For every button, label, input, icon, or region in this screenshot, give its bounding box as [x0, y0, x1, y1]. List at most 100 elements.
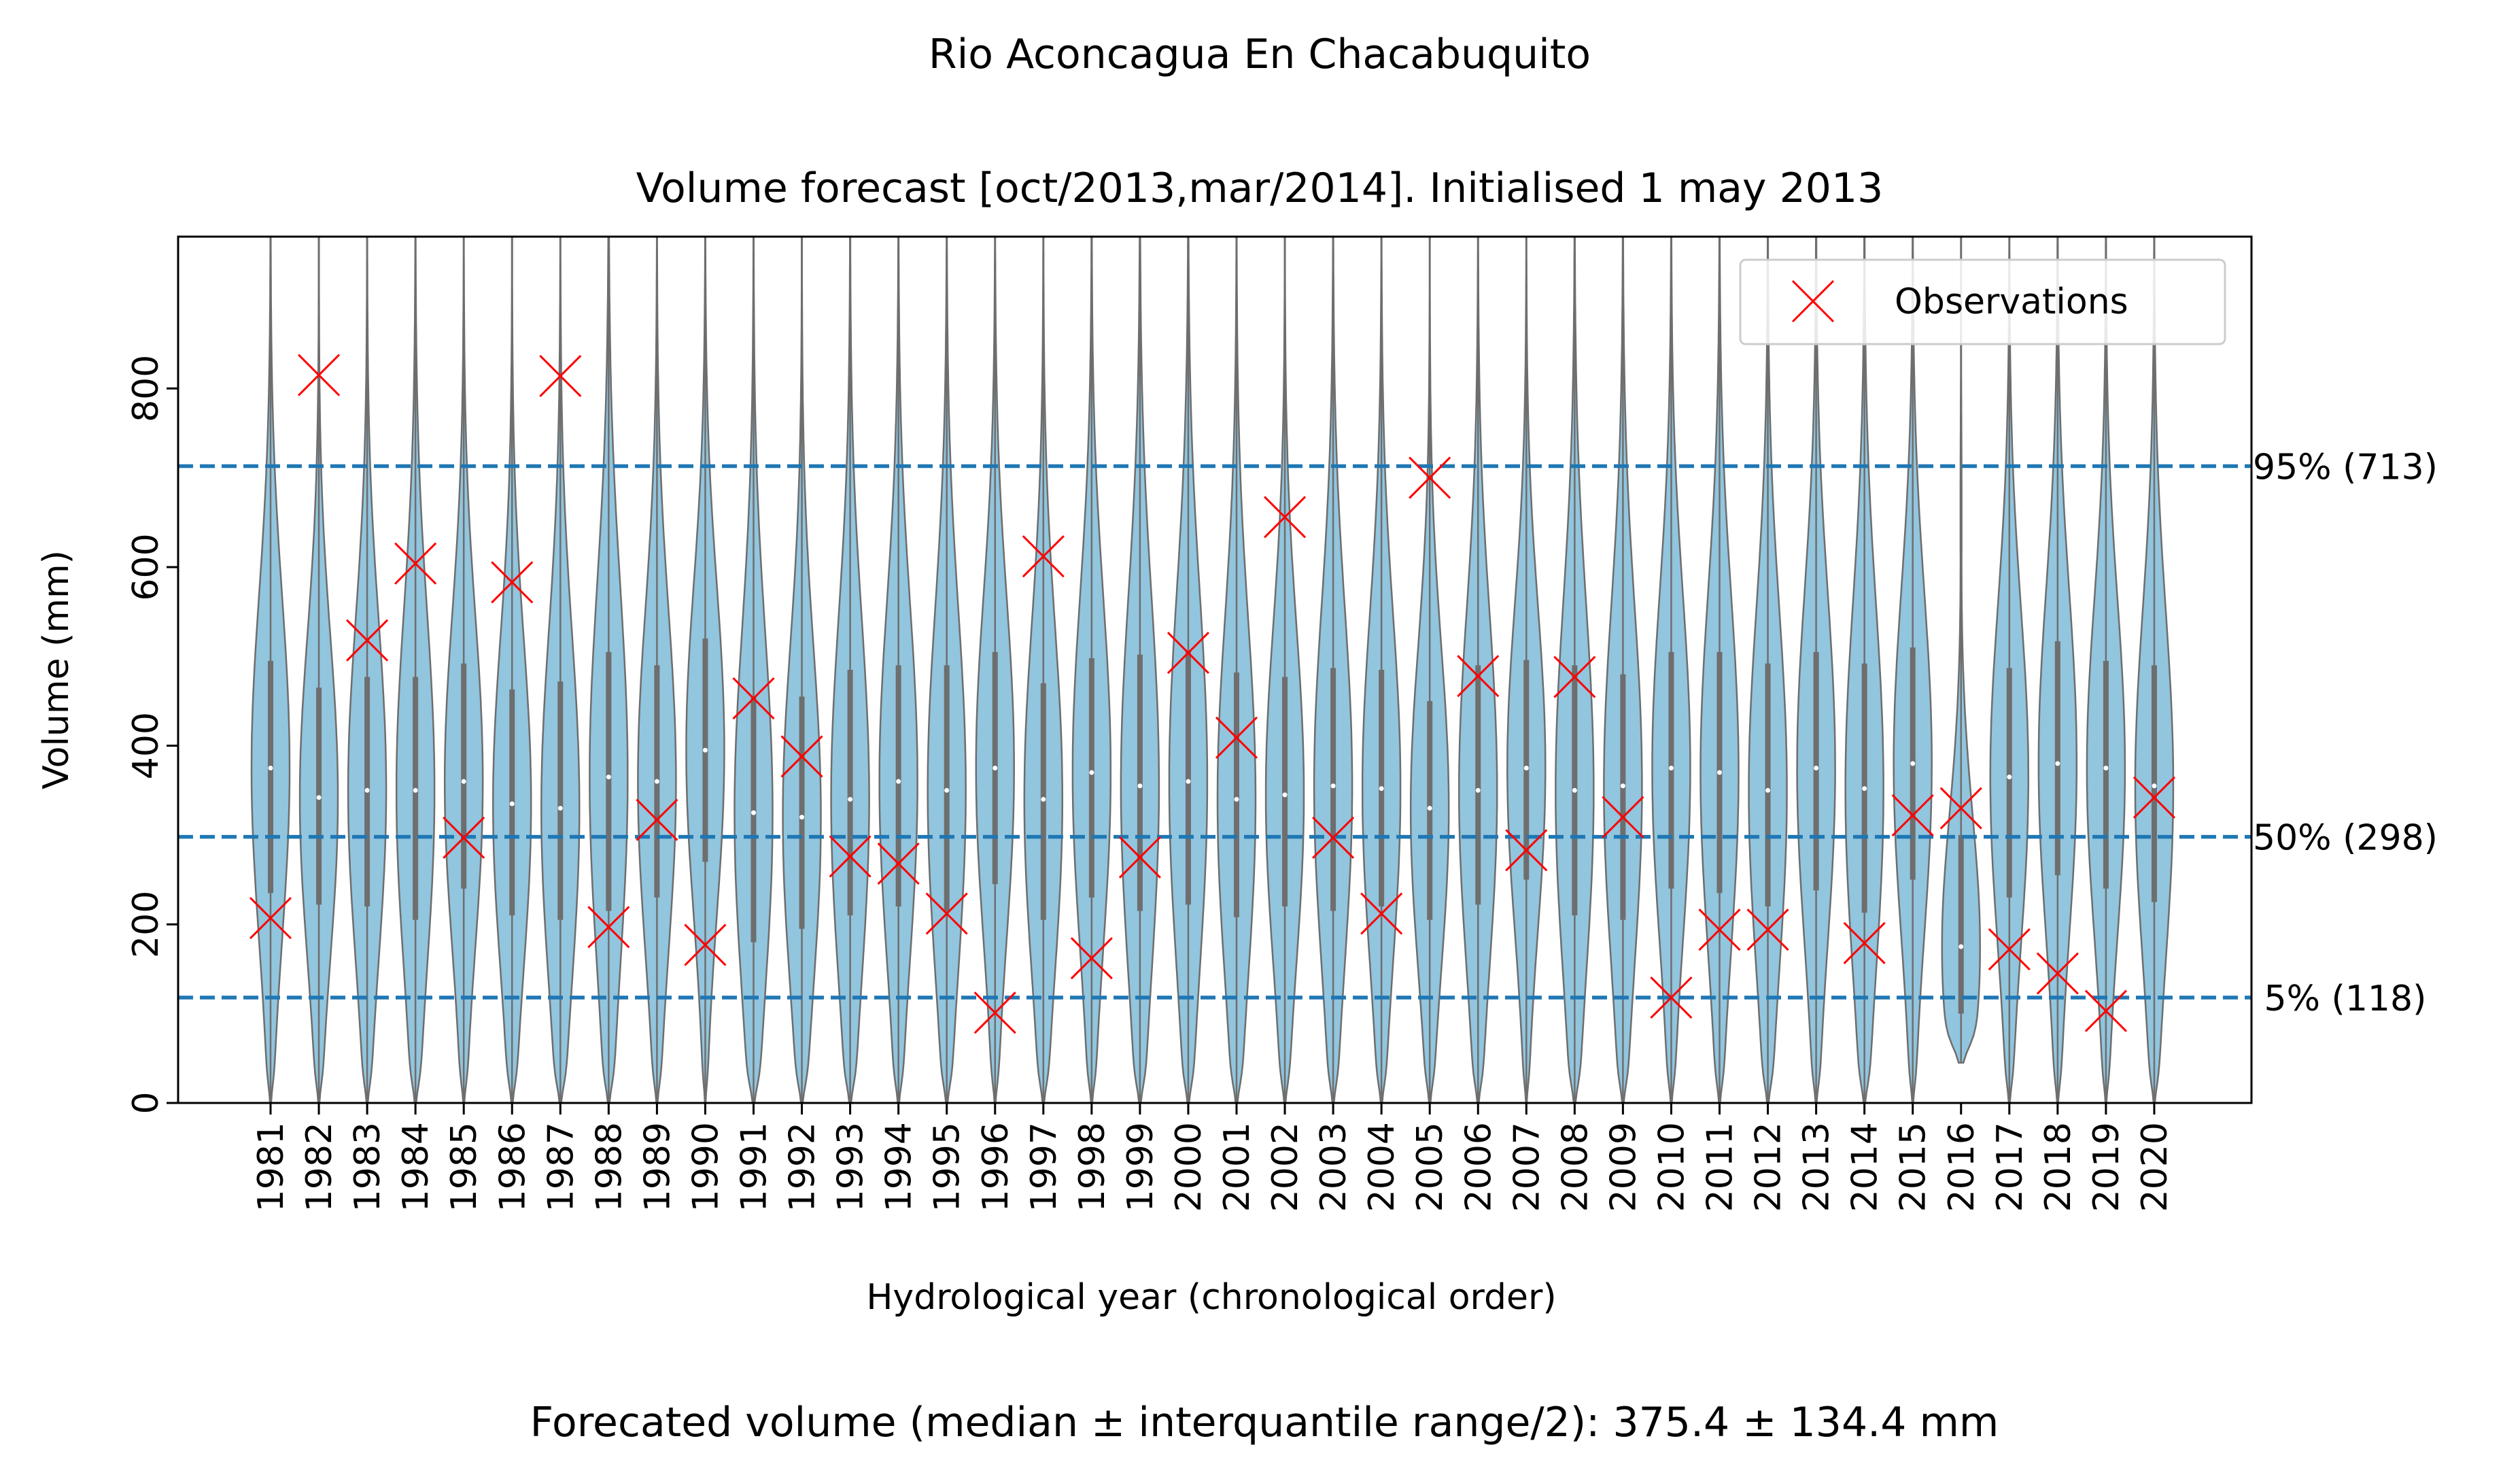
observation-marker-1988: [587, 906, 630, 949]
reference-labels: 95% (713) 50% (298) 5% (118): [2253, 447, 2438, 1019]
observation-marker-2019: [2084, 989, 2127, 1032]
violin-median-2013: [1814, 765, 1819, 770]
observation-stroke-b: [1409, 456, 1451, 499]
observation-marker-1982: [297, 354, 341, 396]
reference-lines-layer: [178, 464, 2251, 1000]
reference-label-1: 50% (298): [2253, 818, 2438, 859]
observation-marker-2014: [1843, 921, 1886, 964]
observation-marker-1998: [1070, 937, 1113, 980]
observation-stroke-b: [1988, 928, 2031, 971]
violin-median-2019: [2103, 765, 2109, 770]
observation-stroke-b: [925, 892, 968, 935]
observation-marker-2008: [1553, 656, 1596, 698]
chart-subtitle: Volume forecast [oct/2013,mar/2014]. Ini…: [636, 165, 1884, 212]
violin-median-2003: [1330, 783, 1336, 789]
x-tick-label-2007: 2007: [1506, 1122, 1547, 1212]
x-tick-label-2010: 2010: [1651, 1122, 1692, 1212]
y-axis: 0 200 400 600 800: [126, 355, 178, 1115]
x-tick-label-2005: 2005: [1410, 1122, 1451, 1212]
reference-label-0: 95% (713): [2253, 447, 2438, 488]
observation-stroke-b: [346, 619, 389, 662]
observation-stroke-b: [1312, 816, 1355, 859]
violins-layer: [250, 235, 2175, 1104]
violin-median-1981: [268, 765, 273, 770]
x-tick-label-1999: 1999: [1120, 1122, 1161, 1212]
observation-stroke-b: [587, 906, 630, 949]
x-tick-label-2020: 2020: [2135, 1122, 2175, 1212]
observation-marker-1987: [539, 354, 582, 397]
observation-stroke-b: [780, 735, 823, 778]
x-tick-label-2002: 2002: [1265, 1122, 1306, 1212]
observation-marker-2011: [1698, 908, 1741, 951]
observation-stroke-b: [877, 842, 920, 885]
x-tick-label-1983: 1983: [347, 1122, 388, 1212]
violin-median-2006: [1475, 787, 1481, 793]
legend: Observations: [1739, 258, 2226, 345]
x-tick-label-1986: 1986: [492, 1122, 533, 1212]
y-tick-label-0: 0: [126, 1091, 167, 1114]
observation-marker-2016: [1939, 787, 1982, 830]
observation-stroke-b: [1070, 937, 1113, 980]
y-axis-label: Volume (mm): [36, 550, 77, 789]
plot-frame: [177, 235, 2253, 1104]
observation-marker-2004: [1360, 892, 1403, 935]
observation-stroke-b: [1602, 796, 1644, 838]
observation-marker-1986: [491, 561, 534, 604]
violin-median-1982: [316, 795, 322, 800]
observation-marker-2010: [1650, 976, 1693, 1019]
x-tick-label-1982: 1982: [299, 1122, 340, 1212]
observation-marker-2017: [1988, 928, 2031, 971]
violin-median-2015: [1910, 761, 1916, 766]
observation-stroke-b: [443, 816, 485, 859]
observation-marker-2007: [1505, 829, 1548, 872]
observation-marker-1993: [829, 835, 871, 878]
observation-marker-1997: [1022, 535, 1065, 578]
violin-median-1996: [993, 765, 998, 770]
x-tick-label-1998: 1998: [1072, 1122, 1113, 1212]
observation-stroke-b: [973, 991, 1016, 1034]
x-tick-label-2006: 2006: [1458, 1122, 1499, 1212]
observation-stroke-b: [2133, 776, 2176, 819]
violin-median-1993: [848, 796, 853, 802]
observation-marker-1991: [732, 677, 775, 720]
violin-median-1998: [1089, 770, 1094, 775]
observation-stroke-b: [1118, 836, 1161, 879]
y-tick-label-400: 400: [126, 712, 167, 779]
footer-note: Forecated volume (median ± interquantile…: [530, 1399, 1999, 1446]
violin-median-1991: [751, 810, 756, 815]
observation-stroke-b: [1650, 976, 1693, 1019]
x-tick-label-2012: 2012: [1748, 1122, 1789, 1212]
observations-layer: [249, 354, 2176, 1034]
observation-stroke-b: [1263, 496, 1307, 539]
violin-median-2018: [2055, 761, 2060, 766]
x-tick-label-2017: 2017: [1990, 1122, 2031, 1212]
observation-marker-1983: [346, 619, 389, 662]
observation-stroke-b: [394, 542, 437, 585]
x-tick-label-2000: 2000: [1169, 1122, 1209, 1212]
x-tick-label-1984: 1984: [396, 1122, 436, 1212]
violin-median-1989: [654, 779, 659, 784]
x-tick-label-1996: 1996: [976, 1122, 1016, 1212]
violin-median-1994: [896, 779, 901, 784]
y-tick-label-600: 600: [126, 533, 167, 600]
observation-stroke-b: [1843, 921, 1886, 964]
observation-stroke-b: [491, 561, 534, 604]
violin-median-2009: [1620, 783, 1625, 789]
observation-marker-2001: [1215, 716, 1258, 759]
chart-title: Rio Aconcagua En Chacabuquito: [929, 31, 1591, 78]
violin-median-2010: [1668, 765, 1674, 770]
x-tick-label-2013: 2013: [1797, 1122, 1837, 1212]
x-tick-label-2018: 2018: [2038, 1122, 2079, 1212]
observation-stroke-b: [1215, 716, 1258, 759]
x-tick-label-2014: 2014: [1845, 1122, 1886, 1212]
observation-marker-2015: [1891, 794, 1934, 837]
observation-stroke-b: [539, 354, 582, 397]
legend-box: [1739, 258, 2226, 345]
x-tick-label-2011: 2011: [1700, 1122, 1741, 1212]
violin-median-1985: [461, 779, 466, 784]
observation-marker-1999: [1118, 836, 1161, 879]
violin-median-1999: [1137, 783, 1143, 789]
observation-stroke-b: [1167, 631, 1210, 675]
violin-median-2004: [1379, 786, 1384, 792]
